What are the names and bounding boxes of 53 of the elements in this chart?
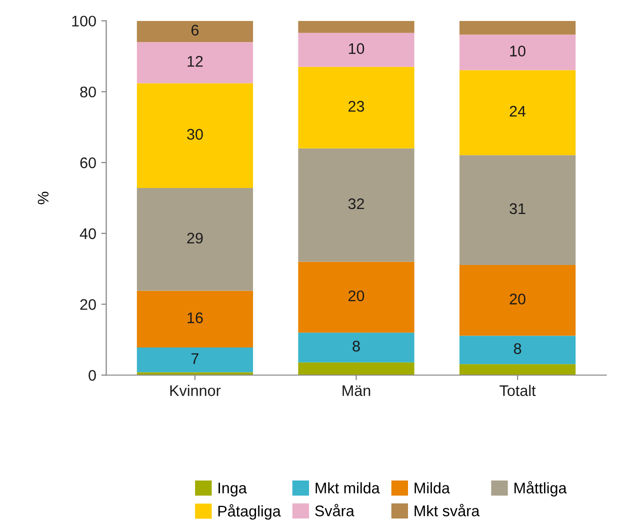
bar [459, 20, 576, 35]
bar [298, 362, 414, 376]
bar [136, 83, 254, 188]
x-tick-label: Män [342, 385, 370, 396]
data-label: 20 [510, 294, 526, 304]
bar [459, 364, 576, 376]
data-label: 8 [352, 340, 360, 352]
bar [459, 70, 576, 156]
data-label: 12 [188, 56, 203, 67]
y-tick-label: 0 [88, 370, 96, 381]
bar [136, 347, 254, 372]
y-tick-label: 60 [80, 157, 96, 168]
data-label: 30 [187, 128, 203, 140]
bar [136, 20, 254, 42]
legend-label: Påtagliga [218, 504, 281, 520]
x-tick-label: Totalt [500, 384, 536, 396]
data-label: 20 [348, 290, 364, 302]
bar [136, 42, 254, 84]
data-label: 16 [188, 312, 203, 324]
bar [136, 290, 254, 348]
y-tick-label: 80 [80, 86, 96, 98]
bar [136, 188, 254, 291]
legend-label: Svåra [315, 504, 354, 516]
bar [459, 264, 576, 336]
legend-label: Milda [414, 482, 450, 494]
data-label: 10 [510, 46, 526, 56]
data-label: 32 [348, 198, 364, 210]
x-tick-label: Kvinnor [170, 384, 221, 396]
legend-label: Mkt milda [316, 482, 380, 494]
data-label: 29 [187, 232, 203, 244]
bar [298, 262, 414, 333]
bar [298, 66, 414, 148]
y-axis-title: % [38, 192, 49, 204]
legend-label: Måttliga [514, 480, 567, 496]
bar [298, 32, 414, 67]
bar [298, 148, 414, 262]
data-label: 7 [191, 353, 198, 364]
bar [459, 336, 576, 364]
y-tick-label: 20 [80, 299, 96, 310]
legend-label: Mkt svåra [414, 504, 480, 516]
bar [298, 332, 414, 362]
data-label: 8 [514, 343, 522, 354]
data-label: 10 [348, 43, 364, 54]
data-label: 24 [510, 106, 526, 117]
bar [298, 20, 414, 33]
bar [459, 34, 576, 70]
data-label: 6 [191, 24, 199, 36]
data-label: 31 [510, 203, 526, 214]
data-label: 23 [348, 100, 364, 112]
bar [459, 155, 576, 265]
y-tick-label: 100 [72, 16, 96, 27]
y-tick-label: 40 [80, 228, 96, 240]
legend-label: Inga [218, 482, 247, 496]
